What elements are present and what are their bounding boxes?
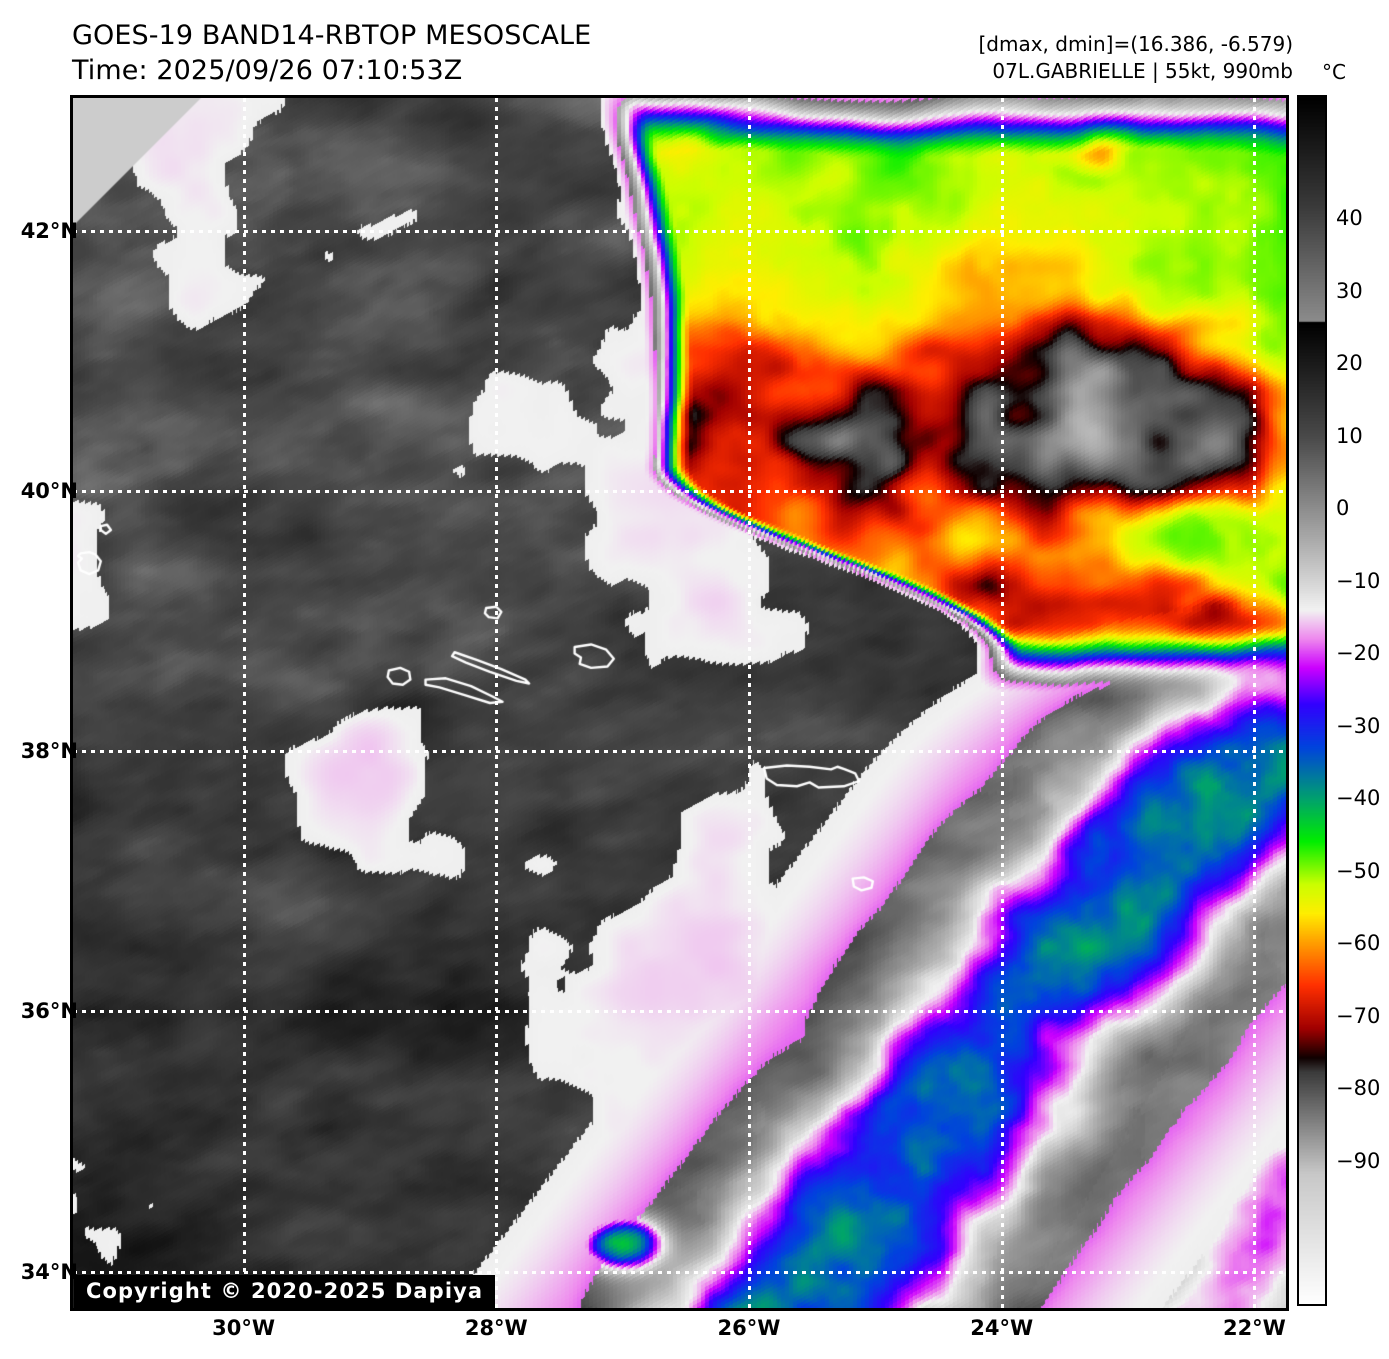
colorbar-tick-label: 20 [1336,351,1363,376]
xtick-label: 28°W [464,1316,528,1340]
colorbar-tick-label: −90 [1336,1148,1381,1173]
colorbar-tick-label: −40 [1336,786,1381,811]
colorbar-tick-label: −50 [1336,858,1381,883]
ytick-label: 42°N [20,218,78,243]
colorbar-tick-label: −70 [1336,1003,1381,1028]
annotation-block: [dmax, dmin]=(16.386, -6.579) 07L.GABRIE… [978,31,1293,84]
dmax-dmin-label: [dmax, dmin]=(16.386, -6.579) [978,32,1293,56]
colorbar-tick-label: 10 [1336,423,1363,448]
satellite-image-plot[interactable] [70,95,1289,1311]
ytick-label: 36°N [20,999,78,1024]
xtick-label: 22°W [1222,1316,1286,1340]
title-block: GOES-19 BAND14-RBTOP MESOSCALE Time: 202… [72,18,591,88]
xtick-label: 26°W [717,1316,781,1340]
page-title: GOES-19 BAND14-RBTOP MESOSCALE [72,20,592,51]
copyright-banner: Copyright © 2020-2025 Dapiya [74,1275,496,1308]
ytick-label: 34°N [20,1259,78,1284]
storm-info-label: 07L.GABRIELLE | 55kt, 990mb [992,58,1293,83]
colorbar[interactable] [1297,95,1327,1306]
colorbar-gradient [1299,97,1325,1304]
colorbar-tick-label: 30 [1336,278,1363,303]
colorbar-unit-label: °C [1322,60,1346,84]
xtick-label: 30°W [212,1316,276,1340]
colorbar-tick-label: −30 [1336,713,1381,738]
timestamp-line: Time: 2025/09/26 07:10:53Z [72,55,463,87]
colorbar-tick-label: −80 [1336,1076,1381,1101]
colorbar-tick-label: −10 [1336,568,1381,593]
colorbar-tick-label: 40 [1336,206,1363,231]
colorbar-tick-label: −60 [1336,931,1381,956]
ytick-label: 40°N [20,478,78,503]
ytick-label: 38°N [20,739,78,764]
colorbar-tick-label: 0 [1336,496,1350,521]
satellite-imagery-canvas [73,98,1286,1308]
xtick-label: 24°W [970,1316,1034,1340]
colorbar-tick-label: −20 [1336,641,1381,666]
